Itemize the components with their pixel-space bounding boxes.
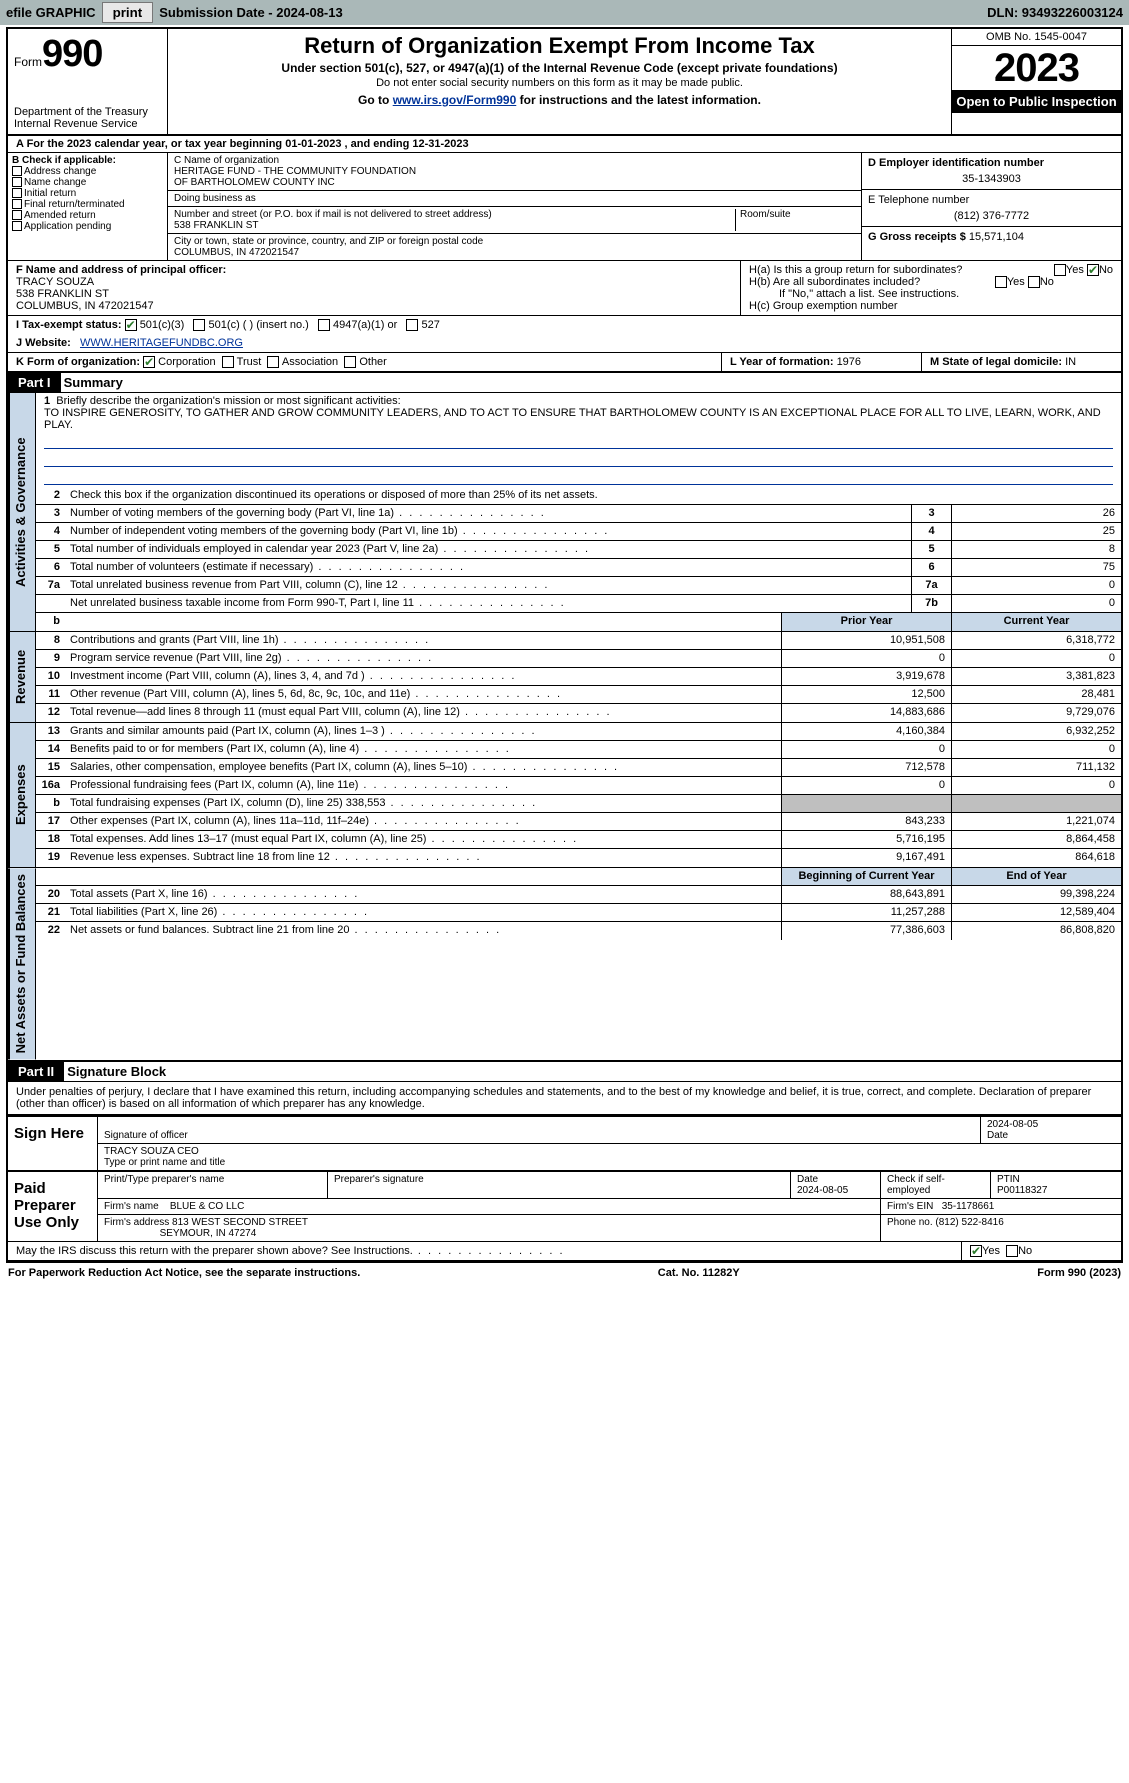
- box-h: H(a) Is this a group return for subordin…: [741, 261, 1121, 315]
- period-row: A For the 2023 calendar year, or tax yea…: [8, 136, 1121, 153]
- box-b: B Check if applicable: Address change Na…: [8, 153, 168, 260]
- table-row: 12Total revenue—add lines 8 through 11 (…: [36, 704, 1121, 722]
- chk-527[interactable]: [406, 319, 418, 331]
- hdr-end-year: End of Year: [951, 868, 1121, 885]
- table-row: 22Net assets or fund balances. Subtract …: [36, 922, 1121, 940]
- form-title: Return of Organization Exempt From Incom…: [174, 33, 945, 59]
- val-6: 75: [951, 559, 1121, 576]
- chk-pending[interactable]: [12, 221, 22, 231]
- hdr-begin-year: Beginning of Current Year: [781, 868, 951, 885]
- h-a-yes[interactable]: [1054, 264, 1066, 276]
- val-7b: 0: [951, 595, 1121, 612]
- chk-assoc[interactable]: [267, 356, 279, 368]
- table-row: 16aProfessional fundraising fees (Part I…: [36, 777, 1121, 795]
- chk-amended[interactable]: [12, 210, 22, 220]
- goto-line: Go to www.irs.gov/Form990 for instructio…: [174, 93, 945, 107]
- chk-trust[interactable]: [222, 356, 234, 368]
- tab-netassets: Net Assets or Fund Balances: [8, 868, 36, 1059]
- val-3: 26: [951, 505, 1121, 522]
- form-subtitle2: Do not enter social security numbers on …: [174, 77, 945, 89]
- open-inspection: Open to Public Inspection: [952, 90, 1121, 113]
- table-row: 21Total liabilities (Part X, line 26)11,…: [36, 904, 1121, 922]
- h-b-no[interactable]: [1028, 276, 1040, 288]
- row-i: I Tax-exempt status: 501(c)(3) 501(c) ( …: [8, 316, 1121, 334]
- box-f: F Name and address of principal officer:…: [8, 261, 741, 315]
- sig-declaration: Under penalties of perjury, I declare th…: [8, 1082, 1121, 1116]
- form-container: Form990 Department of the Treasury Inter…: [6, 27, 1123, 1263]
- hdr-prior-year: Prior Year: [781, 613, 951, 631]
- dept-treasury: Department of the Treasury: [14, 106, 161, 118]
- part-ii-header: Part II Signature Block: [8, 1061, 1121, 1082]
- box-c: C Name of organization HERITAGE FUND - T…: [168, 153, 861, 260]
- h-b-yes[interactable]: [995, 276, 1007, 288]
- tab-activities: Activities & Governance: [8, 393, 36, 631]
- table-row: 17Other expenses (Part IX, column (A), l…: [36, 813, 1121, 831]
- form-subtitle: Under section 501(c), 527, or 4947(a)(1)…: [174, 61, 945, 75]
- dln: DLN: 93493226003124: [987, 5, 1123, 20]
- chk-501c[interactable]: [193, 319, 205, 331]
- hdr-current-year: Current Year: [951, 613, 1121, 631]
- irs-label: Internal Revenue Service: [14, 118, 161, 130]
- print-button[interactable]: print: [102, 2, 154, 23]
- table-row: 20Total assets (Part X, line 16)88,643,8…: [36, 886, 1121, 904]
- form-header: Form990 Department of the Treasury Inter…: [8, 29, 1121, 136]
- row-m: M State of legal domicile: IN: [921, 353, 1121, 371]
- val-7a: 0: [951, 577, 1121, 594]
- table-row: 18Total expenses. Add lines 13–17 (must …: [36, 831, 1121, 849]
- discuss-yes[interactable]: [970, 1245, 982, 1257]
- form-number: 990: [42, 33, 102, 75]
- row-j: J Website: WWW.HERITAGEFUNDBC.ORG: [8, 334, 1121, 352]
- table-row: 9Program service revenue (Part VIII, lin…: [36, 650, 1121, 668]
- val-5: 8: [951, 541, 1121, 558]
- table-row: 13Grants and similar amounts paid (Part …: [36, 723, 1121, 741]
- row-l: L Year of formation: 1976: [721, 353, 921, 371]
- chk-other[interactable]: [344, 356, 356, 368]
- part-i-header: Part I Summary: [8, 372, 1121, 393]
- box-g: G Gross receipts $ 15,571,104: [862, 227, 1121, 247]
- submission-date: Submission Date - 2024-08-13: [159, 5, 343, 20]
- table-row: 15Salaries, other compensation, employee…: [36, 759, 1121, 777]
- chk-corp[interactable]: [143, 356, 155, 368]
- table-row: 10Investment income (Part VIII, column (…: [36, 668, 1121, 686]
- chk-address[interactable]: [12, 166, 22, 176]
- chk-501c3[interactable]: [125, 319, 137, 331]
- tab-revenue: Revenue: [8, 632, 36, 722]
- sign-here-label: Sign Here: [8, 1117, 98, 1170]
- page-footer: For Paperwork Reduction Act Notice, see …: [0, 1265, 1129, 1281]
- box-d: D Employer identification number 35-1343…: [862, 153, 1121, 190]
- irs-link[interactable]: www.irs.gov/Form990: [393, 93, 517, 107]
- h-a-no[interactable]: [1087, 264, 1099, 276]
- chk-final[interactable]: [12, 199, 22, 209]
- topbar: efile GRAPHIC print Submission Date - 20…: [0, 0, 1129, 25]
- table-row: 19Revenue less expenses. Subtract line 1…: [36, 849, 1121, 867]
- chk-4947[interactable]: [318, 319, 330, 331]
- line-1: 1 Briefly describe the organization's mi…: [36, 393, 1121, 487]
- paid-preparer-label: Paid Preparer Use Only: [8, 1172, 98, 1241]
- table-row: bTotal fundraising expenses (Part IX, co…: [36, 795, 1121, 813]
- discuss-no[interactable]: [1006, 1245, 1018, 1257]
- efile-label: efile GRAPHIC: [6, 5, 96, 20]
- table-row: 8Contributions and grants (Part VIII, li…: [36, 632, 1121, 650]
- website-link[interactable]: WWW.HERITAGEFUNDBC.ORG: [80, 337, 243, 349]
- form-word: Form: [14, 55, 42, 69]
- table-row: 14Benefits paid to or for members (Part …: [36, 741, 1121, 759]
- chk-name[interactable]: [12, 177, 22, 187]
- omb-number: OMB No. 1545-0047: [952, 29, 1121, 46]
- row-k: K Form of organization: Corporation Trus…: [8, 353, 721, 371]
- chk-initial[interactable]: [12, 188, 22, 198]
- box-e: E Telephone number (812) 376-7772: [862, 190, 1121, 227]
- val-4: 25: [951, 523, 1121, 540]
- tax-year: 2023: [952, 46, 1121, 90]
- table-row: 11Other revenue (Part VIII, column (A), …: [36, 686, 1121, 704]
- discuss-row: May the IRS discuss this return with the…: [8, 1242, 961, 1260]
- tab-expenses: Expenses: [8, 723, 36, 867]
